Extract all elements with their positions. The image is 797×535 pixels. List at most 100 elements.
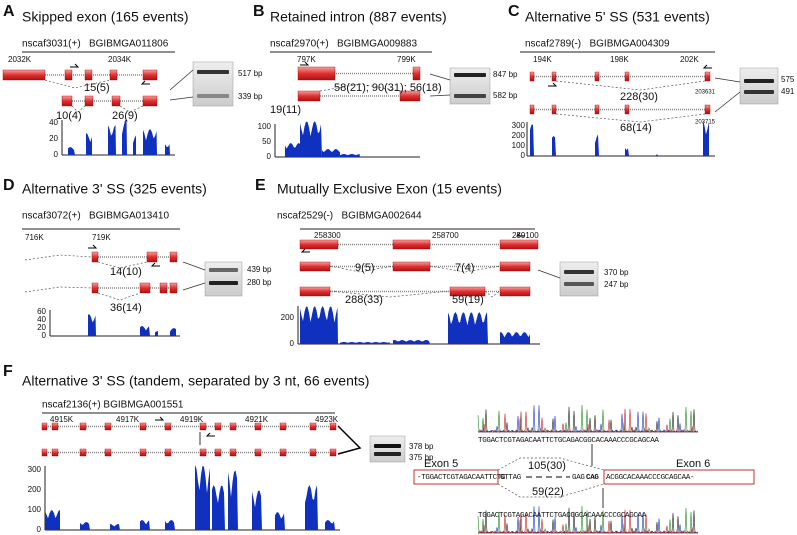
exon [51,448,59,457]
exon [309,422,317,431]
panel-title: Alternative 3' SS (325 events) [22,181,207,197]
panel-title: Retained intron (887 events) [270,9,447,25]
gel-band [564,270,594,274]
coord: 259100 [512,231,539,240]
coverage [252,490,262,530]
exon [2,69,46,81]
junction-line [24,254,93,261]
primer [300,248,310,253]
panel-label: A [3,3,15,20]
site-coord: 203715 [695,120,716,126]
gel-band [197,94,229,98]
y-tick-label: 40 [37,315,46,324]
junction-line [497,483,605,498]
coord: 258700 [432,231,459,240]
primer [140,80,150,85]
gel [559,261,599,297]
exon [624,104,630,115]
exon [499,239,539,250]
gel-arrow [169,69,194,91]
exon-box [603,469,755,485]
exon [214,422,222,431]
y-tick-label: 40 [49,118,58,127]
gel-arrow [182,261,206,271]
exon [704,71,711,82]
exon [329,448,337,457]
gel-arrow [537,269,561,279]
junction-count: 7(4) [455,262,475,274]
junction-line [97,261,148,269]
junction-count: 105(30) [528,460,566,472]
primer [300,61,310,66]
junction-count: 19(11) [270,104,301,116]
primer [155,416,165,421]
exon [392,239,431,250]
exon [392,261,431,272]
gene-name: nscaf3072(+) BGIBMGA013410 [22,211,169,222]
exon [164,448,172,457]
panel-title: Mutually Exclusive Exon (15 events) [277,181,502,197]
chromatogram [477,404,699,433]
exon [299,286,331,297]
gel-band [564,282,594,286]
coverage [122,119,127,155]
sequence: GTTAG [500,474,522,482]
coverage [45,510,60,530]
panel-label: B [253,3,265,20]
junction-line [97,292,141,301]
coverage [88,314,96,336]
exon [529,104,535,115]
coverage [195,465,210,530]
exon [84,69,93,81]
primer [702,64,712,69]
y-tick-label: 0 [54,150,59,159]
coverage [285,143,300,157]
band-size: 439 bp [247,265,272,274]
exon [164,422,172,431]
exon [111,95,121,107]
coord: 194K [533,55,552,64]
exon [79,422,87,431]
coord: 4921K [245,415,269,424]
exon [169,282,178,294]
exon [594,71,600,82]
y-tick-label: 200 [281,313,295,322]
exon [229,422,237,431]
junction-count: 26(9) [112,110,138,122]
primer [515,232,525,237]
y-tick-label: 0 [290,339,295,348]
sequence: ACGGCACAAACCCGCAGCAA- [606,474,694,482]
coverage [656,154,658,156]
gene-name: nscaf2789(-) BGIBMGA004309 [525,39,670,50]
y-tick-label: 100 [512,141,526,150]
gel-arrow [169,96,194,101]
exon [64,69,73,81]
coverage [625,147,629,156]
exon [297,90,321,102]
exon [624,71,630,82]
gene-name: nscaf2136(+) BGIBMGA001551 [42,400,184,411]
gel [369,435,406,463]
exon [499,261,531,272]
gel [204,261,243,297]
junction-count: 68(14) [620,122,652,134]
y-tick-label: 100 [28,505,42,514]
junction-line [329,290,451,298]
exon [399,90,421,102]
gel-arrow [429,94,451,97]
exon [299,239,339,250]
coverage [703,120,709,156]
junction-line [555,113,706,123]
junction-count: 15(5) [84,82,110,94]
sequence: CAG [586,474,599,482]
y-tick-label: 200 [28,485,42,494]
coverage [500,332,530,344]
exon [51,422,59,431]
coverage [155,331,158,336]
coverage [325,520,335,530]
panel-title: Alternative 3' SS (tandem, separated by … [22,373,369,389]
exon [499,286,531,297]
exon [254,422,262,431]
junction-count: 9(5) [355,262,375,274]
coverage [552,136,556,156]
